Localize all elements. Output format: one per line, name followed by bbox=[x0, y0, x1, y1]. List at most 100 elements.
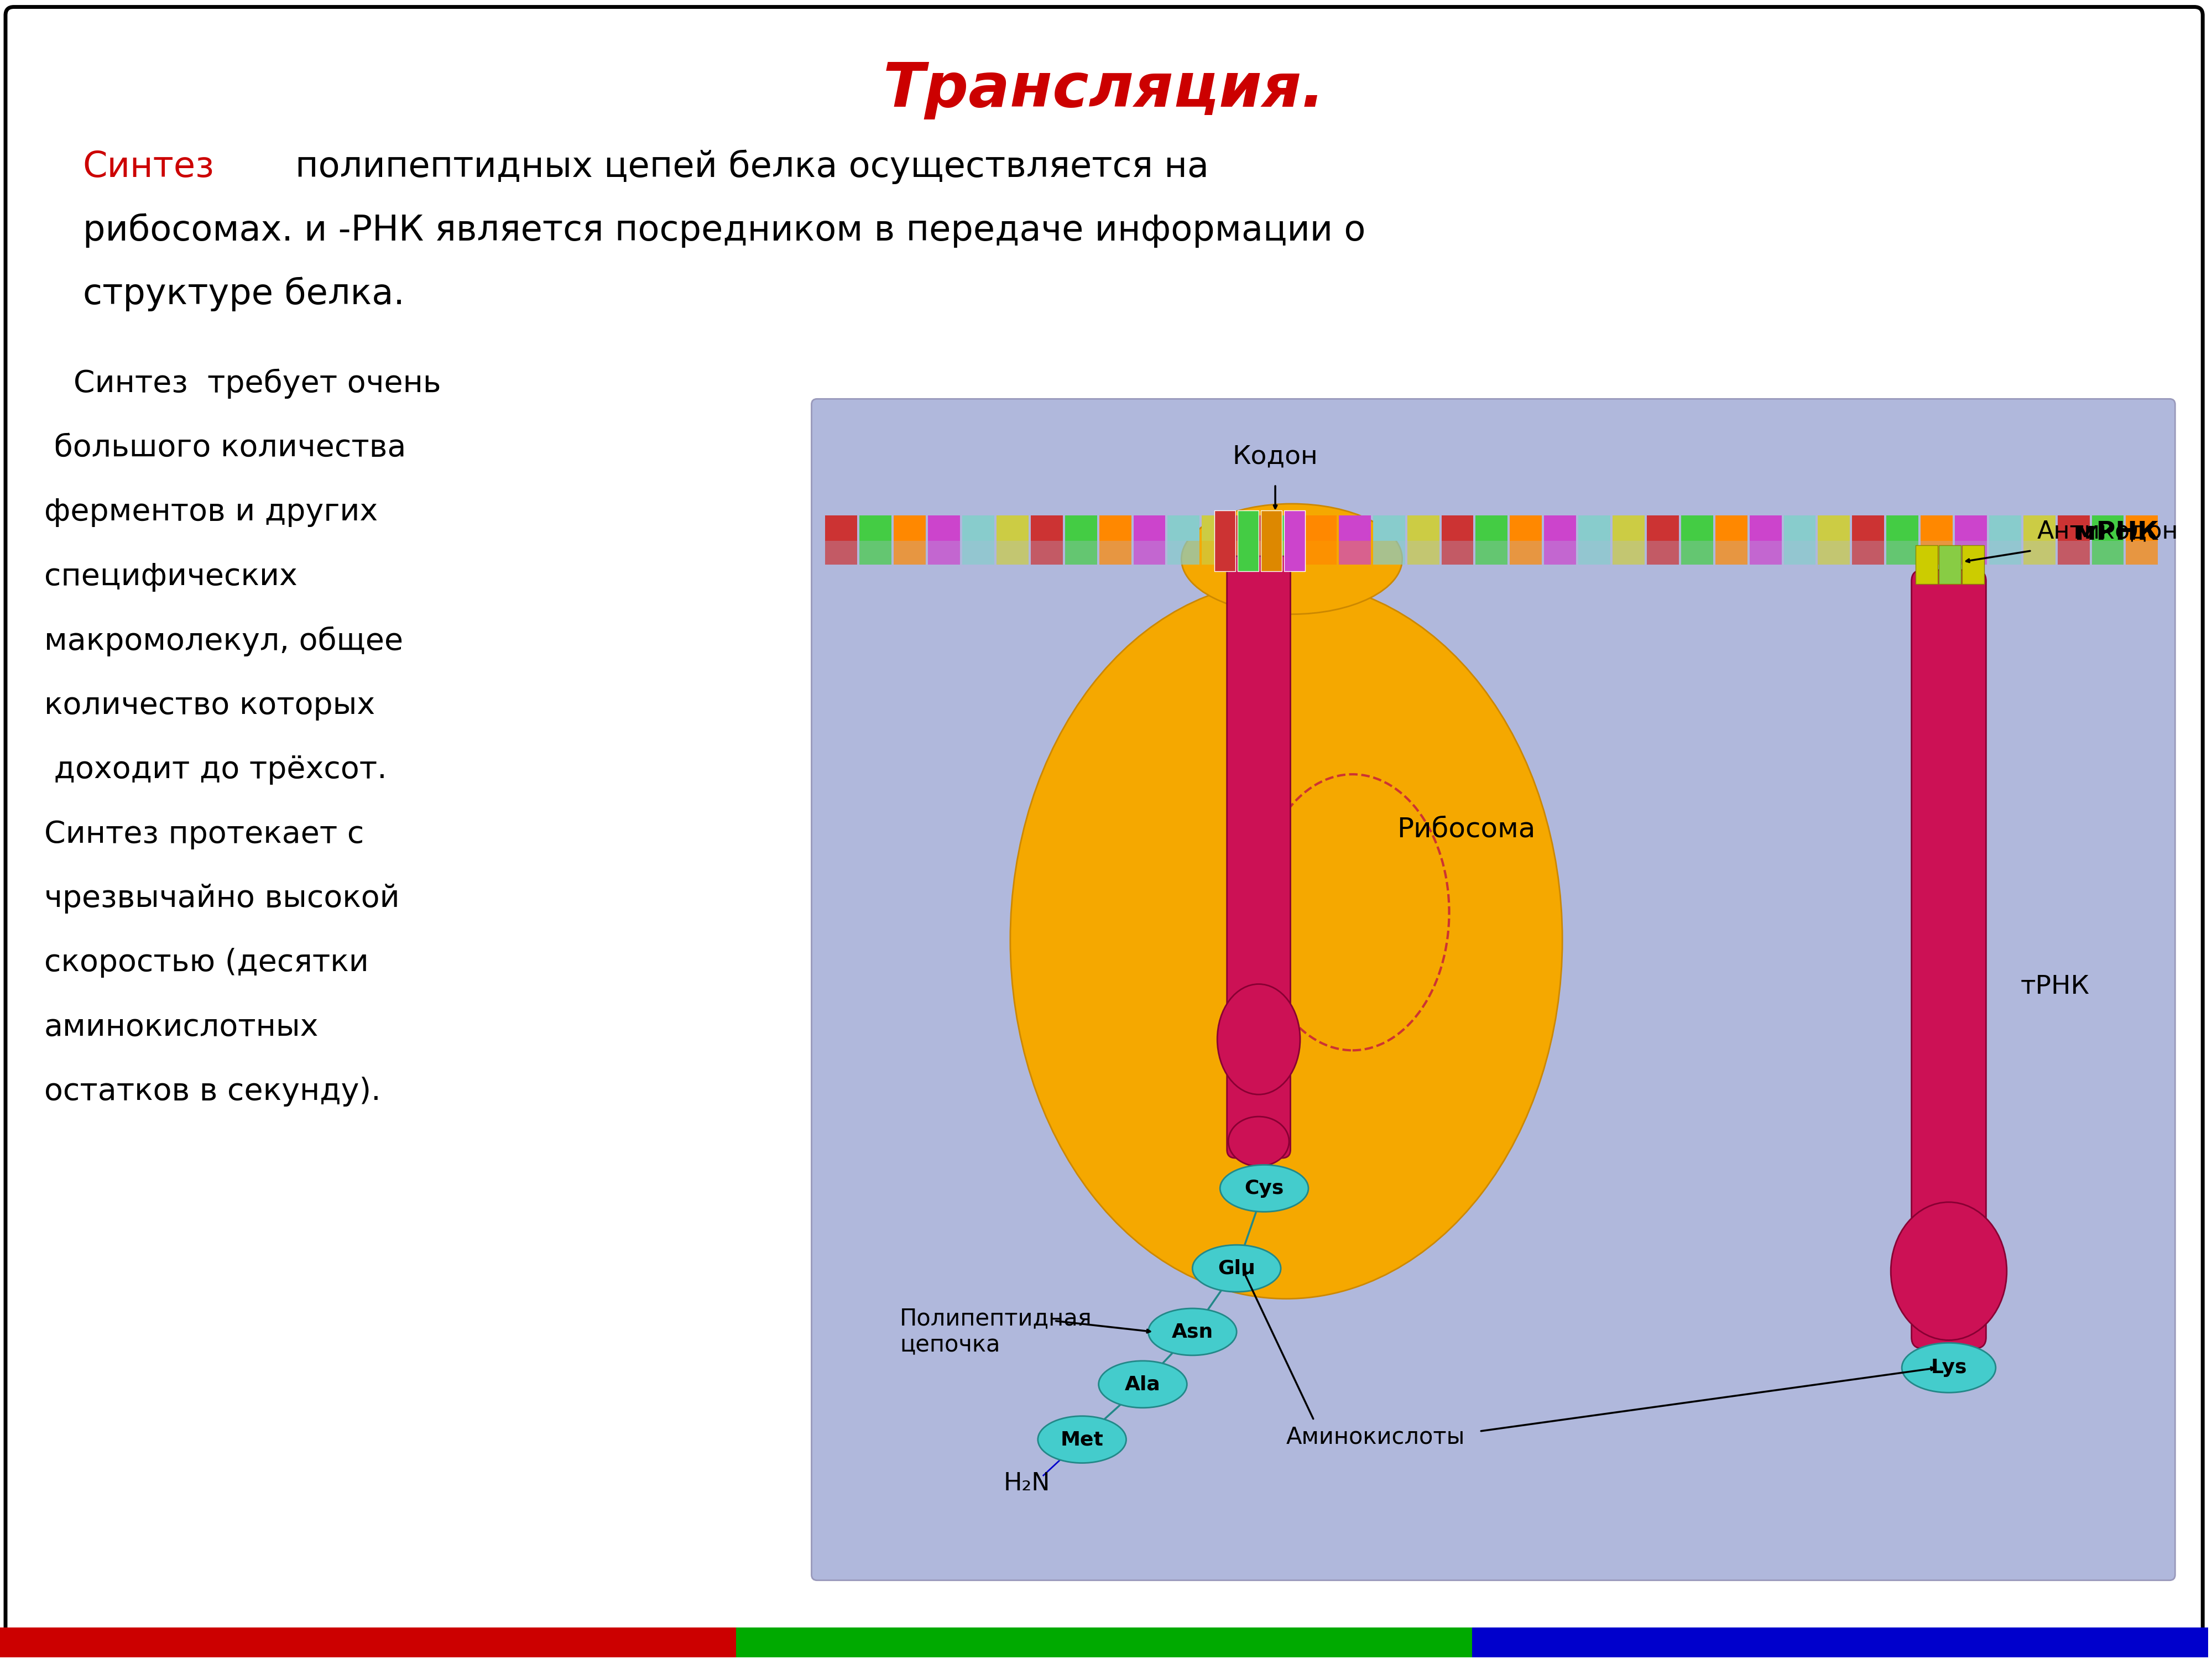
Bar bbox=[1681, 516, 1712, 541]
Bar bbox=[1133, 516, 1166, 541]
Ellipse shape bbox=[1037, 1417, 1126, 1463]
Bar bbox=[929, 516, 960, 541]
Bar bbox=[860, 541, 891, 564]
Bar bbox=[1270, 541, 1303, 564]
Text: остатков в секунду).: остатков в секунду). bbox=[44, 1077, 380, 1107]
Text: Аминокислоты: Аминокислоты bbox=[1287, 1425, 1464, 1448]
Bar bbox=[1714, 516, 1747, 541]
Bar bbox=[1916, 546, 1938, 584]
Bar bbox=[929, 541, 960, 564]
Bar bbox=[2093, 541, 2124, 564]
FancyBboxPatch shape bbox=[4, 7, 2203, 1652]
Text: Синтез: Синтез bbox=[82, 149, 215, 184]
Bar bbox=[1374, 541, 1405, 564]
Text: Полипептидная
цепочка: Полипептидная цепочка bbox=[900, 1307, 1093, 1357]
Bar bbox=[995, 541, 1029, 564]
Bar bbox=[737, 1627, 1473, 1657]
Bar bbox=[1168, 541, 1199, 564]
Text: Кодон: Кодон bbox=[1232, 445, 1318, 469]
Bar bbox=[1475, 541, 1509, 564]
Ellipse shape bbox=[1148, 1309, 1237, 1355]
Bar bbox=[1064, 516, 1097, 541]
Ellipse shape bbox=[1192, 1244, 1281, 1292]
Ellipse shape bbox=[1891, 1203, 2006, 1340]
Bar bbox=[1064, 541, 1097, 564]
FancyBboxPatch shape bbox=[1228, 556, 1290, 1158]
Ellipse shape bbox=[1221, 1165, 1307, 1211]
Bar bbox=[1201, 541, 1234, 564]
Bar bbox=[1374, 516, 1405, 541]
Bar bbox=[1851, 516, 1885, 541]
Bar bbox=[2057, 516, 2090, 541]
Bar bbox=[1261, 511, 1283, 571]
Bar bbox=[860, 516, 891, 541]
Text: Glu: Glu bbox=[1219, 1259, 1256, 1277]
Bar bbox=[1305, 516, 1336, 541]
Bar bbox=[894, 516, 927, 541]
Bar bbox=[1133, 541, 1166, 564]
Bar bbox=[825, 516, 858, 541]
Bar bbox=[894, 541, 927, 564]
Text: Синтез  требует очень: Синтез требует очень bbox=[44, 368, 440, 398]
Bar bbox=[1285, 511, 1305, 571]
Bar bbox=[1214, 511, 1237, 571]
Bar bbox=[1613, 541, 1644, 564]
Bar bbox=[1407, 541, 1440, 564]
Bar bbox=[1473, 1627, 2208, 1657]
Bar bbox=[1955, 541, 1986, 564]
Bar bbox=[1201, 516, 1234, 541]
Text: скоростью (десятки: скоростью (десятки bbox=[44, 947, 369, 977]
Ellipse shape bbox=[1181, 504, 1402, 614]
Bar bbox=[1962, 546, 1984, 584]
Text: Ala: Ala bbox=[1126, 1375, 1161, 1394]
Bar bbox=[2024, 516, 2055, 541]
Text: полипептидных цепей белка осуществляется на: полипептидных цепей белка осуществляется… bbox=[296, 149, 1210, 184]
Text: Lys: Lys bbox=[1931, 1359, 1966, 1377]
Text: Трансляция.: Трансляция. bbox=[883, 60, 1325, 119]
Text: Cys: Cys bbox=[1245, 1180, 1283, 1198]
Bar bbox=[0, 1627, 737, 1657]
Bar bbox=[1940, 546, 1960, 584]
Bar bbox=[1579, 541, 1610, 564]
Bar bbox=[1714, 541, 1747, 564]
Ellipse shape bbox=[1011, 581, 1562, 1299]
Bar bbox=[1338, 516, 1371, 541]
Bar bbox=[1239, 511, 1259, 571]
Bar bbox=[825, 541, 858, 564]
Text: макромолекул, общее: макромолекул, общее bbox=[44, 625, 403, 657]
Text: Asn: Asn bbox=[1172, 1322, 1212, 1340]
Text: тРНК: тРНК bbox=[2020, 974, 2090, 999]
Bar bbox=[2093, 516, 2124, 541]
Text: количество которых: количество которых bbox=[44, 690, 376, 720]
Bar bbox=[962, 516, 993, 541]
Bar bbox=[1237, 516, 1267, 541]
Bar bbox=[1783, 541, 1816, 564]
Bar bbox=[1305, 541, 1336, 564]
Bar bbox=[1099, 516, 1130, 541]
Ellipse shape bbox=[1099, 1360, 1188, 1408]
Text: Синтез протекает с: Синтез протекает с bbox=[44, 820, 365, 849]
Text: большого количества: большого количества bbox=[44, 433, 407, 463]
Bar bbox=[1750, 541, 1781, 564]
Bar bbox=[2126, 541, 2159, 564]
Bar bbox=[1544, 541, 1577, 564]
Bar bbox=[2057, 541, 2090, 564]
Bar bbox=[1338, 541, 1371, 564]
Text: специфических: специфических bbox=[44, 562, 296, 592]
Bar bbox=[1442, 541, 1473, 564]
Bar bbox=[1579, 516, 1610, 541]
Bar bbox=[1031, 541, 1062, 564]
Bar bbox=[1818, 516, 1849, 541]
Bar bbox=[1511, 516, 1542, 541]
Bar bbox=[1646, 541, 1679, 564]
Text: доходит до трёхсот.: доходит до трёхсот. bbox=[44, 755, 387, 785]
Bar bbox=[1955, 516, 1986, 541]
Bar bbox=[1646, 516, 1679, 541]
Bar bbox=[1920, 541, 1953, 564]
FancyBboxPatch shape bbox=[1911, 571, 1986, 1349]
Bar bbox=[2126, 516, 2159, 541]
Bar bbox=[1887, 516, 1918, 541]
Bar bbox=[2024, 541, 2055, 564]
Bar bbox=[1270, 516, 1303, 541]
Ellipse shape bbox=[1902, 1342, 1995, 1392]
